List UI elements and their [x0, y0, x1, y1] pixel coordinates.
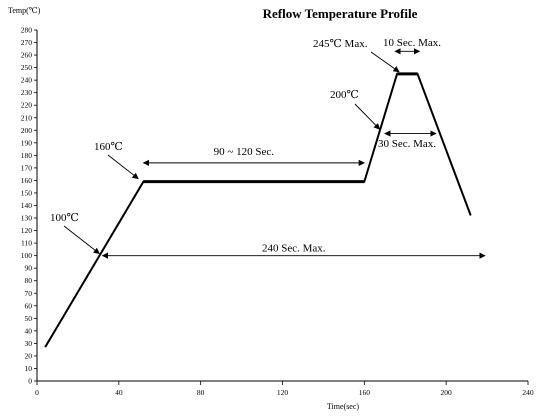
y-tick-label-240: 240 — [21, 76, 33, 85]
label-soak: 90 ~ 120 Sec. — [214, 146, 275, 158]
y-tick-label-30: 30 — [25, 339, 33, 348]
y-tick-label-80: 80 — [25, 276, 33, 285]
pointer-100c — [63, 225, 100, 255]
label-100c: 100℃ — [50, 212, 79, 224]
x-tick-label-80: 80 — [197, 388, 205, 397]
y-tick-label-250: 250 — [21, 63, 33, 72]
chart-title: Reflow Temperature Profile — [263, 6, 418, 21]
label-total: 240 Sec. Max. — [262, 243, 326, 255]
y-tick-label-140: 140 — [21, 201, 33, 210]
y-tick-label-160: 160 — [21, 176, 33, 185]
x-tick-label-40: 40 — [115, 388, 123, 397]
y-tick-label-280: 280 — [21, 26, 33, 35]
label-160c: 160℃ — [94, 141, 123, 153]
y-axis-label: Temp(℃) — [8, 6, 41, 15]
pointer-200c — [354, 103, 381, 130]
y-tick-label-0: 0 — [28, 377, 32, 386]
annotations: 100℃ 160℃ 200℃ 245℃ Max. 90 ~ 120 Sec. 240 Se… — [50, 37, 486, 259]
pointer-160c — [107, 154, 139, 180]
y-tick-label-40: 40 — [25, 326, 33, 335]
y-tick-label-220: 220 — [21, 101, 33, 110]
label-peak: 10 Sec. Max. — [383, 37, 441, 49]
x-tick-label-200: 200 — [441, 388, 453, 397]
y-tick-label-180: 180 — [21, 151, 33, 160]
x-tick-label-240: 240 — [522, 388, 534, 397]
y-ticks: 0 10 20 30 40 50 60 70 80 90 100 110 120 130 140 150 160… — [21, 26, 37, 386]
x-tick-label-0: 0 — [35, 388, 39, 397]
y-tick-label-200: 200 — [21, 126, 33, 135]
y-tick-label-70: 70 — [25, 289, 33, 298]
y-tick-label-210: 210 — [21, 113, 33, 122]
y-tick-label-260: 260 — [21, 51, 33, 60]
y-tick-label-270: 270 — [21, 38, 33, 47]
label-245c: 245℃ Max. — [313, 38, 368, 50]
label-liquidus: 30 Sec. Max. — [378, 138, 436, 150]
profile-line-0 — [44, 72, 472, 348]
y-tick-label-170: 170 — [21, 163, 33, 172]
y-tick-label-90: 90 — [25, 264, 33, 273]
y-tick-label-120: 120 — [21, 226, 33, 235]
y-tick-label-190: 190 — [21, 138, 33, 147]
label-200c: 200℃ — [330, 89, 359, 101]
x-tick-label-160: 160 — [359, 388, 371, 397]
x-ticks: 0 40 80 120 160 200 240 — [35, 381, 534, 397]
pointer-245c — [370, 51, 400, 73]
y-tick-label-150: 150 — [21, 188, 33, 197]
y-tick-label-60: 60 — [25, 301, 33, 310]
y-tick-label-130: 130 — [21, 214, 33, 223]
series — [44, 72, 472, 348]
x-axis-label: Time(sec) — [327, 402, 359, 411]
y-tick-label-110: 110 — [21, 239, 32, 248]
y-tick-label-50: 50 — [25, 314, 33, 323]
x-tick-label-120: 120 — [277, 388, 289, 397]
y-tick-label-100: 100 — [21, 251, 33, 260]
y-tick-label-230: 230 — [21, 88, 33, 97]
y-tick-label-10: 10 — [25, 364, 33, 373]
y-tick-label-20: 20 — [25, 351, 33, 360]
